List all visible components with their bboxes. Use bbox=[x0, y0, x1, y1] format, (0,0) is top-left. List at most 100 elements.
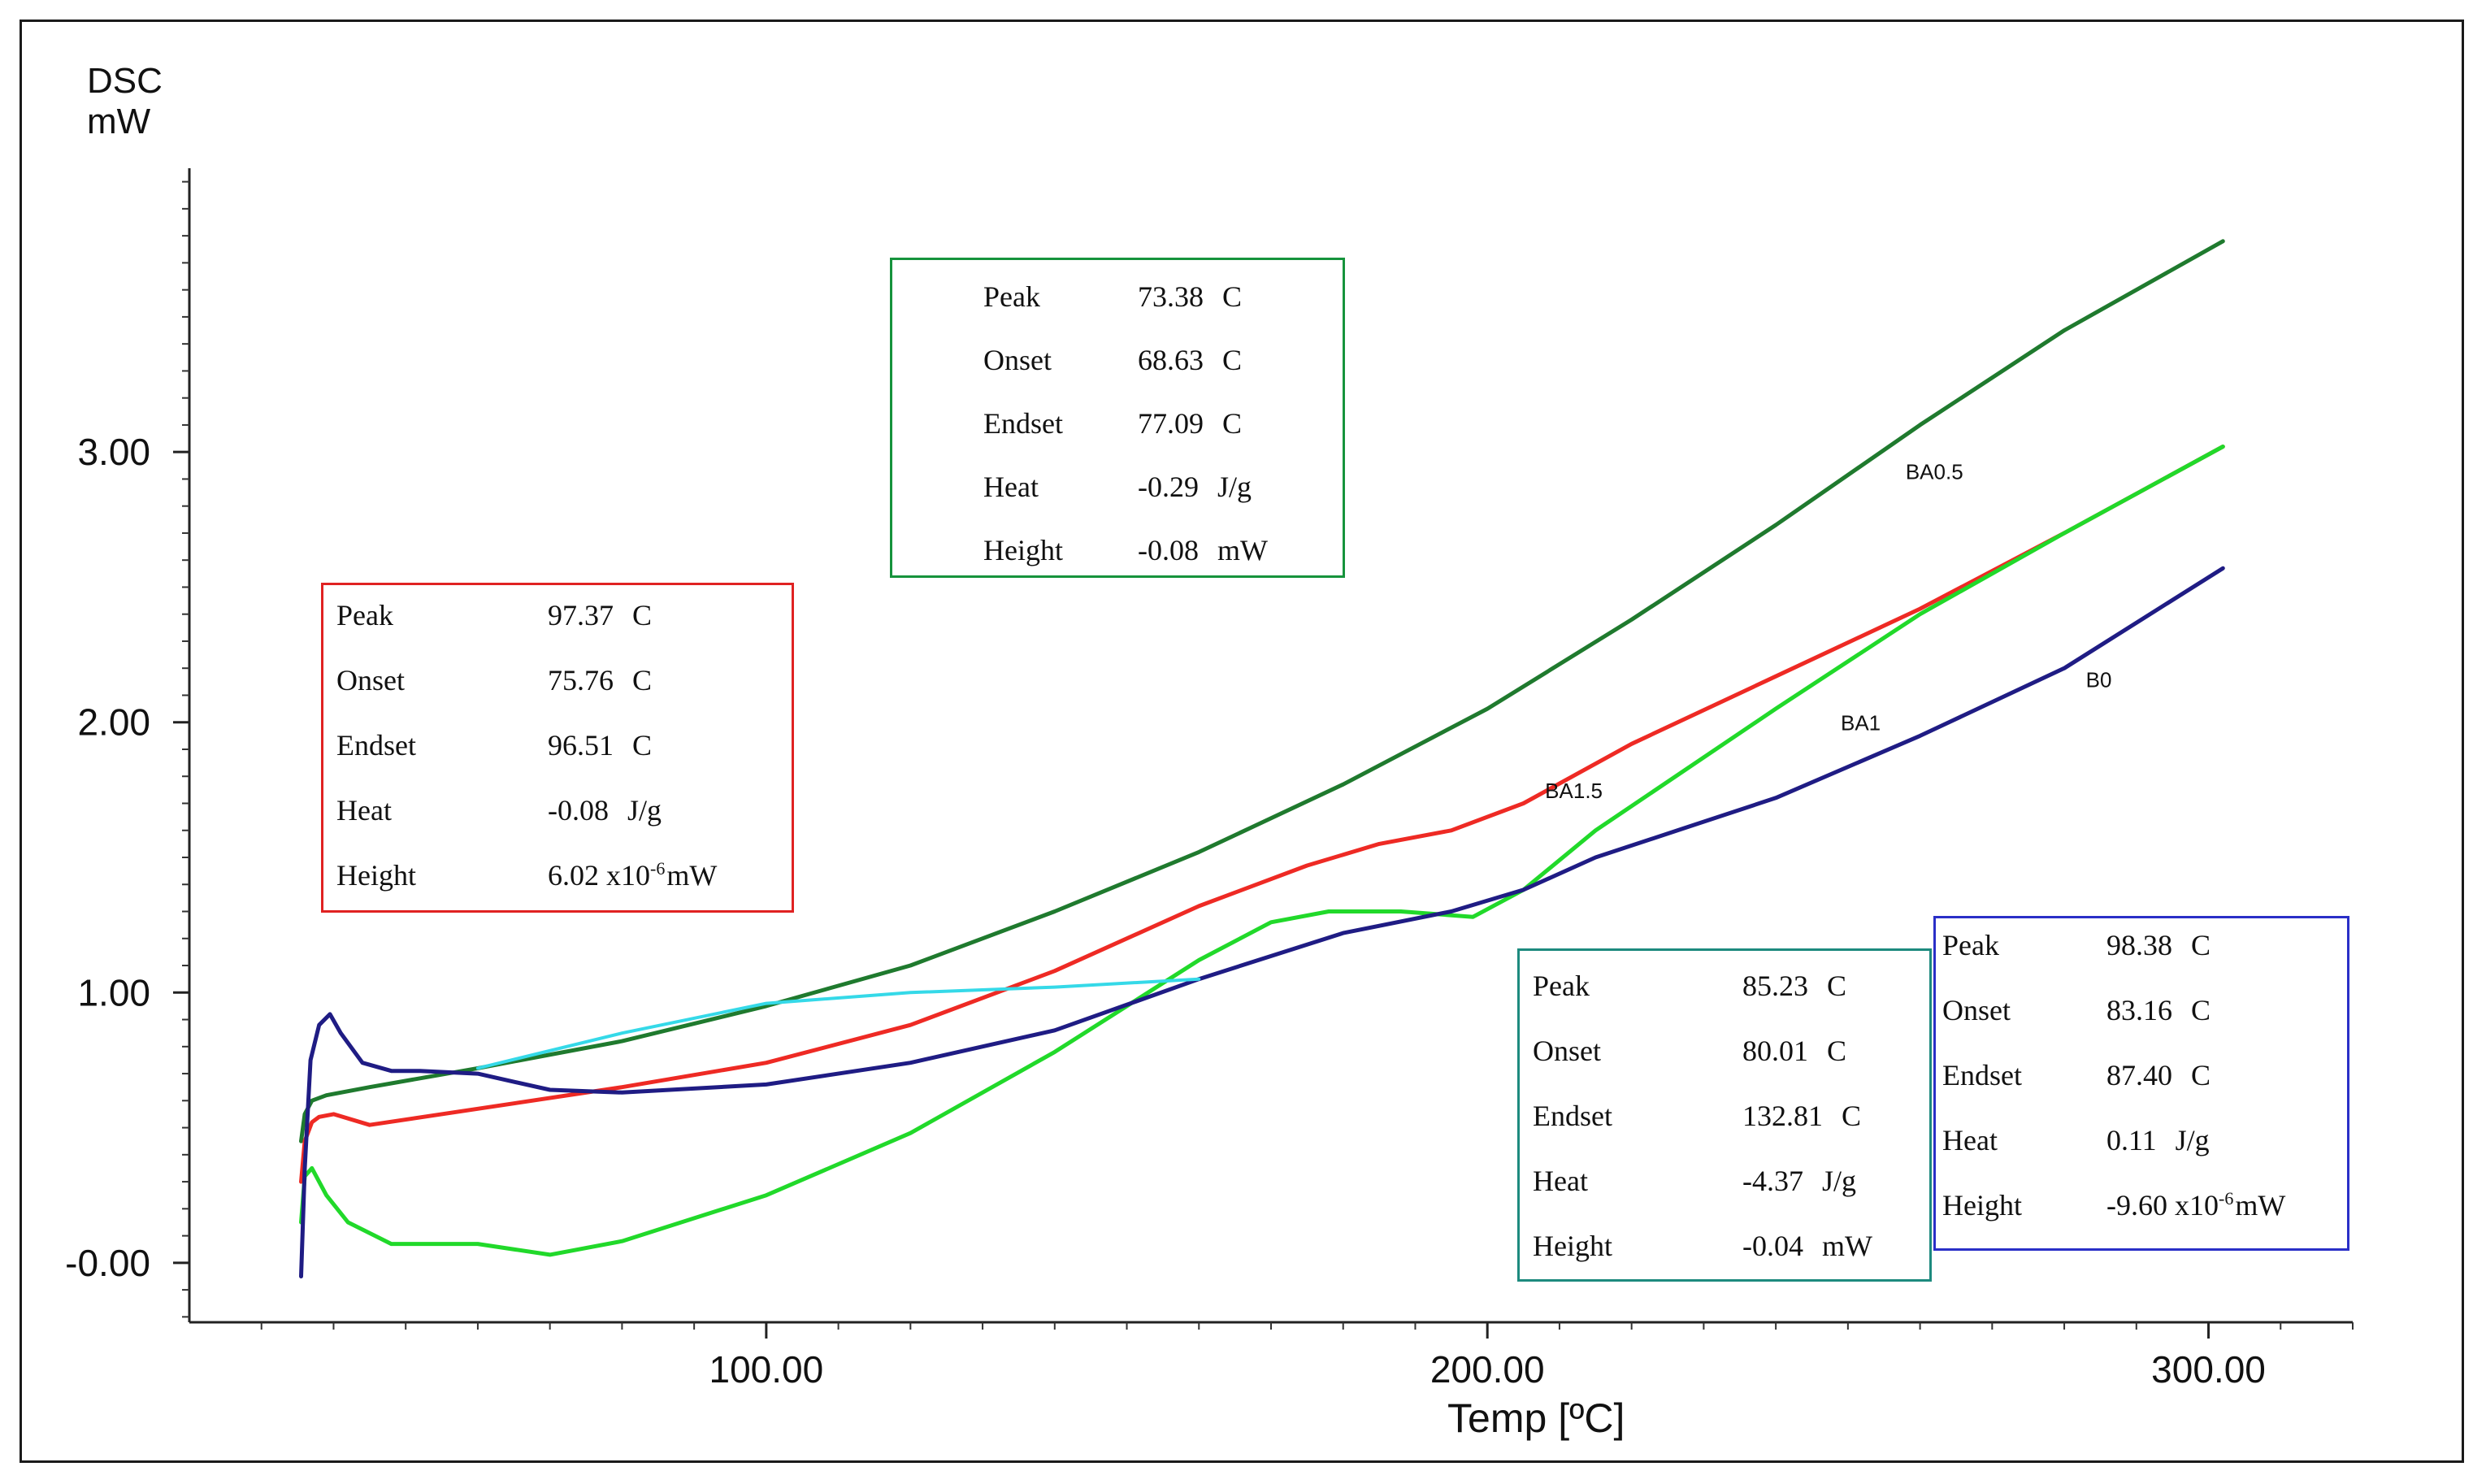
annotation-value: 96.51 C bbox=[548, 728, 652, 762]
annotation-unit: C bbox=[1834, 1100, 1862, 1132]
annotation-row-peak: Peak 98.38 C bbox=[1936, 928, 2347, 969]
annotation-value: 0.11 J/g bbox=[2106, 1123, 2210, 1157]
annotation-unit: C bbox=[1820, 1035, 1847, 1067]
annotation-key: Heat bbox=[1942, 1124, 1998, 1156]
y-tick-label: 2.00 bbox=[77, 701, 150, 744]
annotation-number: 97.37 bbox=[548, 599, 614, 631]
annotation-row-height: Height -9.60 x10-6mW bbox=[1936, 1188, 2347, 1229]
series-label-ba1: BA1 bbox=[1841, 711, 1881, 735]
annotation-row-peak: Peak 85.23 C bbox=[1520, 969, 1929, 1009]
annotation-box-green: Peak 73.38 C Onset 68.63 C Endset 77.09 C Heat… bbox=[890, 258, 1345, 578]
annotation-number: 98.38 bbox=[2106, 929, 2172, 961]
series-label-b0: B0 bbox=[2086, 668, 2112, 692]
annotation-number: 0.11 bbox=[2106, 1124, 2157, 1156]
annotation-row-onset: Onset 83.16 C bbox=[1936, 993, 2347, 1034]
annotation-value: -0.08 mW bbox=[1138, 533, 1268, 567]
annotation-number: -0.04 bbox=[1742, 1230, 1803, 1262]
annotation-unit: C bbox=[625, 599, 653, 631]
annotation-row-height: Height -0.08 mW bbox=[892, 533, 1343, 574]
annotation-key: Endset bbox=[1533, 1100, 1612, 1132]
annotation-unit: C bbox=[1215, 344, 1243, 376]
series-line-ba1 bbox=[299, 445, 2225, 1257]
annotation-value: -0.04 mW bbox=[1742, 1229, 1872, 1263]
annotation-number: -0.08 bbox=[548, 794, 609, 827]
annotation-unit: mW bbox=[2235, 1189, 2286, 1221]
annotation-number: 6.02 x10 bbox=[548, 859, 650, 892]
annotation-key: Onset bbox=[983, 344, 1052, 376]
y-tick-label: -0.00 bbox=[65, 1242, 150, 1284]
annotation-key: Heat bbox=[336, 794, 392, 827]
series-line-baseline bbox=[475, 977, 1201, 1070]
annotation-number: 68.63 bbox=[1138, 344, 1204, 376]
annotation-value: -0.29 J/g bbox=[1138, 470, 1252, 504]
annotation-value: 75.76 C bbox=[548, 663, 652, 697]
annotation-number: 96.51 bbox=[548, 729, 614, 762]
annotation-key: Onset bbox=[1533, 1035, 1601, 1067]
annotation-key: Endset bbox=[336, 729, 416, 762]
annotation-box-red: Peak 97.37 C Onset 75.76 C Endset 96.51 C Heat… bbox=[321, 583, 794, 913]
annotation-key: Heat bbox=[1533, 1165, 1588, 1197]
y-tick-label: 1.00 bbox=[77, 971, 150, 1013]
annotation-key: Height bbox=[983, 534, 1063, 566]
y-axis-title-line-2: mW bbox=[87, 102, 151, 141]
annotation-number: 87.40 bbox=[2106, 1059, 2172, 1091]
annotation-number: 73.38 bbox=[1138, 280, 1204, 313]
x-tick-label: 300.00 bbox=[2151, 1348, 2266, 1391]
annotation-number: -0.29 bbox=[1138, 471, 1199, 503]
annotation-key: Peak bbox=[1942, 929, 1999, 961]
series-line-b0 bbox=[299, 566, 2225, 1278]
annotation-box-teal: Peak 85.23 C Onset 80.01 C Endset 132.81 C Hea… bbox=[1517, 948, 1932, 1282]
annotation-value: -0.08 J/g bbox=[548, 793, 662, 827]
x-tick-label: 200.00 bbox=[1430, 1348, 1545, 1391]
annotation-row-onset: Onset 80.01 C bbox=[1520, 1034, 1929, 1074]
annotation-number: 83.16 bbox=[2106, 994, 2172, 1026]
annotation-unit: C bbox=[2184, 929, 2211, 961]
annotation-value: 68.63 C bbox=[1138, 343, 1242, 377]
dsc-chart: -0.00 1.00 2.00 3.00 100.00 200.00 300.00 Temp … bbox=[65, 168, 2354, 1441]
annotation-row-endset: Endset 96.51 C bbox=[323, 728, 792, 769]
annotation-value: -9.60 x10-6mW bbox=[2106, 1188, 2285, 1222]
annotation-key: Onset bbox=[1942, 994, 2011, 1026]
annotation-value: 83.16 C bbox=[2106, 993, 2211, 1027]
annotation-number: 85.23 bbox=[1742, 970, 1808, 1002]
annotation-row-heat: Heat -0.29 J/g bbox=[892, 470, 1343, 510]
annotation-value: 97.37 C bbox=[548, 598, 652, 632]
annotation-row-height: Height -0.04 mW bbox=[1520, 1229, 1929, 1269]
annotation-unit: J/g bbox=[620, 794, 662, 827]
y-tick-label: 3.00 bbox=[77, 431, 150, 473]
series-label-ba0-5: BA0.5 bbox=[1906, 459, 1963, 484]
annotation-row-peak: Peak 73.38 C bbox=[892, 280, 1343, 320]
annotation-unit: C bbox=[1215, 407, 1243, 440]
annotation-key: Onset bbox=[336, 664, 405, 696]
annotation-key: Peak bbox=[336, 599, 393, 631]
figure-frame: DSC mW -0.00 1.00 2.00 3.00 100.00 200.00 300.… bbox=[20, 20, 2464, 1463]
series-line-ba0-5 bbox=[299, 239, 2225, 1143]
series-labels: BA0.5 BA1.5 BA1 B0 bbox=[1545, 459, 2111, 802]
annotation-unit: C bbox=[1820, 970, 1847, 1002]
annotation-key: Endset bbox=[983, 407, 1063, 440]
annotation-unit: J/g bbox=[1210, 471, 1252, 503]
annotation-unit: C bbox=[2184, 994, 2211, 1026]
annotation-value: -4.37 J/g bbox=[1742, 1164, 1856, 1198]
series-line-ba1-5 bbox=[299, 445, 2225, 1184]
annotation-row-onset: Onset 75.76 C bbox=[323, 663, 792, 704]
annotation-row-peak: Peak 97.37 C bbox=[323, 598, 792, 639]
series-lines bbox=[299, 239, 2225, 1278]
annotation-key: Endset bbox=[1942, 1059, 2022, 1091]
annotation-number: -4.37 bbox=[1742, 1165, 1803, 1197]
annotation-unit: C bbox=[1215, 280, 1243, 313]
annotation-key: Height bbox=[336, 859, 416, 892]
x-axis-title: Temp [ºC] bbox=[1447, 1395, 1625, 1441]
annotation-row-heat: Heat -4.37 J/g bbox=[1520, 1164, 1929, 1204]
annotation-key: Peak bbox=[983, 280, 1040, 313]
annotation-value: 85.23 C bbox=[1742, 969, 1846, 1003]
annotation-key: Height bbox=[1533, 1230, 1612, 1262]
axes: -0.00 1.00 2.00 3.00 100.00 200.00 300.00 Temp … bbox=[65, 168, 2354, 1441]
annotation-number: -0.08 bbox=[1138, 534, 1199, 566]
annotation-row-endset: Endset 87.40 C bbox=[1936, 1058, 2347, 1099]
y-axis-title: DSC mW bbox=[87, 61, 163, 142]
annotation-unit: C bbox=[625, 664, 653, 696]
annotation-row-endset: Endset 77.09 C bbox=[892, 406, 1343, 447]
annotation-row-onset: Onset 68.63 C bbox=[892, 343, 1343, 384]
annotation-number: 75.76 bbox=[548, 664, 614, 696]
